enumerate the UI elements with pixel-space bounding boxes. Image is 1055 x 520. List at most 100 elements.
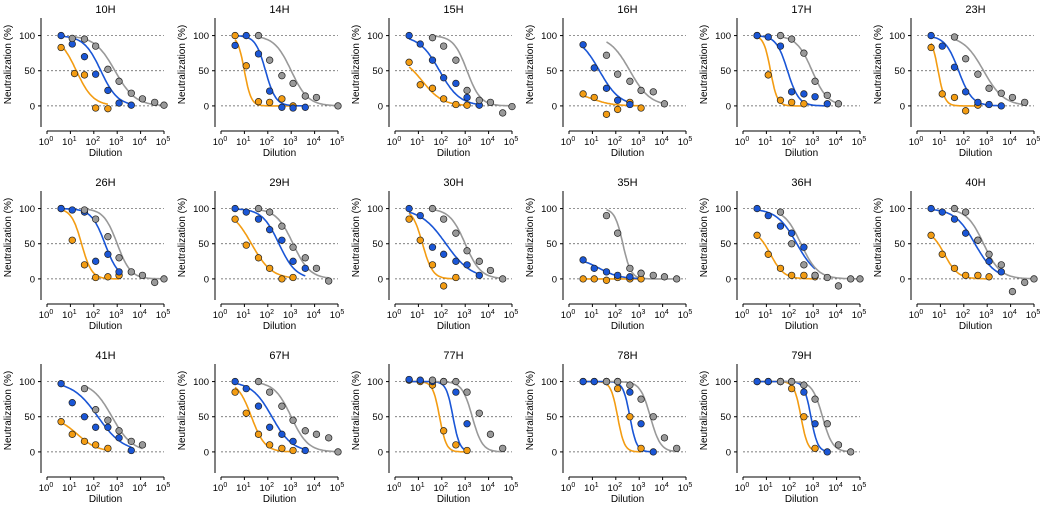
x-tick-label: 102 <box>782 309 797 321</box>
data-point-gray <box>673 444 681 453</box>
x-tick-exponent: 4 <box>491 482 495 489</box>
x-tick-base: 10 <box>434 137 445 148</box>
data-point-orange <box>104 273 112 281</box>
data-point-gray <box>325 277 333 285</box>
data-point-blue <box>590 264 598 273</box>
x-tick-label: 105 <box>504 309 519 321</box>
fit-curve-blue <box>757 209 816 270</box>
fit-curve-gray <box>432 35 512 107</box>
data-point-gray <box>127 89 135 97</box>
x-tick-base: 10 <box>62 310 73 321</box>
data-point-blue <box>416 40 424 48</box>
x-tick-base: 10 <box>909 310 920 321</box>
x-tick-exponent: 0 <box>49 309 53 316</box>
y-tick-label: 100 <box>193 31 209 42</box>
data-point-orange <box>254 98 263 106</box>
x-tick-exponent: 4 <box>1013 309 1017 316</box>
x-tick-base: 10 <box>156 310 167 321</box>
y-tick-label: 50 <box>24 239 35 250</box>
x-tick-exponent: 2 <box>444 136 448 143</box>
chart-title: 35H <box>617 177 637 189</box>
x-tick-base: 10 <box>654 310 665 321</box>
x-tick-exponent: 4 <box>665 482 669 489</box>
x-tick-base: 10 <box>608 137 619 148</box>
data-point-orange <box>405 215 413 223</box>
data-point-orange <box>80 437 89 446</box>
x-tick-label: 103 <box>109 309 124 321</box>
data-point-orange <box>764 71 772 79</box>
x-tick-label: 103 <box>109 482 124 494</box>
data-point-orange <box>416 81 424 89</box>
data-point-gray <box>788 35 796 43</box>
data-point-gray <box>151 278 159 287</box>
data-point-blue <box>475 271 483 280</box>
data-point-gray <box>997 261 1005 269</box>
x-tick-exponent: 5 <box>340 482 344 489</box>
data-point-gray <box>266 388 274 396</box>
data-point-gray <box>637 86 645 95</box>
data-point-gray <box>974 70 982 78</box>
y-tick-label: 50 <box>198 239 209 250</box>
chart-title: 78H <box>617 350 637 362</box>
data-point-blue <box>938 42 946 50</box>
data-point-blue <box>92 423 100 431</box>
data-point-gray <box>811 395 819 403</box>
x-tick-base: 10 <box>283 310 294 321</box>
x-tick-label: 101 <box>758 309 773 321</box>
data-point-gray <box>1008 287 1017 296</box>
x-tick-exponent: 2 <box>792 309 796 316</box>
x-tick-label: 101 <box>932 136 947 148</box>
y-tick-label: 50 <box>720 66 731 77</box>
x-tick-exponent: 2 <box>444 309 448 316</box>
x-tick-label: 100 <box>39 136 54 148</box>
x-tick-base: 10 <box>86 137 97 148</box>
x-tick-label: 103 <box>631 136 646 148</box>
x-tick-label: 101 <box>62 309 77 321</box>
data-point-orange <box>927 43 935 52</box>
x-tick-exponent: 1 <box>769 309 773 316</box>
x-tick-base: 10 <box>828 310 839 321</box>
x-tick-label: 102 <box>434 482 449 494</box>
data-point-orange <box>788 271 796 280</box>
data-point-orange <box>440 427 448 435</box>
data-point-orange <box>289 273 297 282</box>
x-tick-base: 10 <box>213 310 224 321</box>
data-point-gray <box>985 250 993 258</box>
data-point-gray <box>463 247 471 255</box>
data-point-gray <box>499 109 507 117</box>
x-tick-base: 10 <box>678 310 689 321</box>
x-tick-exponent: 2 <box>792 482 796 489</box>
data-point-orange <box>254 254 263 262</box>
data-point-gray <box>254 31 263 40</box>
y-tick-label: 50 <box>546 412 557 423</box>
data-point-gray <box>985 84 993 92</box>
x-tick-label: 102 <box>260 482 275 494</box>
data-point-gray <box>334 102 342 110</box>
data-point-blue <box>80 53 89 61</box>
x-tick-label: 104 <box>1002 136 1017 148</box>
x-tick-label: 105 <box>852 309 867 321</box>
y-tick-label: 100 <box>19 204 35 215</box>
data-point-gray <box>428 34 437 42</box>
x-tick-label: 102 <box>782 136 797 148</box>
y-tick-label: 100 <box>541 204 557 215</box>
x-tick-base: 10 <box>758 310 769 321</box>
x-tick-exponent: 2 <box>966 136 970 143</box>
x-tick-base: 10 <box>852 310 863 321</box>
data-point-gray <box>660 273 669 281</box>
x-tick-exponent: 5 <box>514 136 518 143</box>
x-tick-base: 10 <box>1026 137 1037 148</box>
x-tick-base: 10 <box>330 310 341 321</box>
y-tick-label: 100 <box>367 204 383 215</box>
data-point-gray <box>475 257 483 265</box>
x-tick-base: 10 <box>1002 137 1013 148</box>
x-tick-exponent: 4 <box>491 309 495 316</box>
data-point-gray <box>440 377 448 386</box>
data-point-blue <box>788 88 796 96</box>
data-point-blue <box>278 236 286 244</box>
data-point-orange <box>776 96 785 104</box>
x-tick-exponent: 5 <box>862 482 866 489</box>
data-point-blue <box>764 33 772 41</box>
y-tick-label: 100 <box>367 377 383 388</box>
data-point-gray <box>138 441 147 449</box>
